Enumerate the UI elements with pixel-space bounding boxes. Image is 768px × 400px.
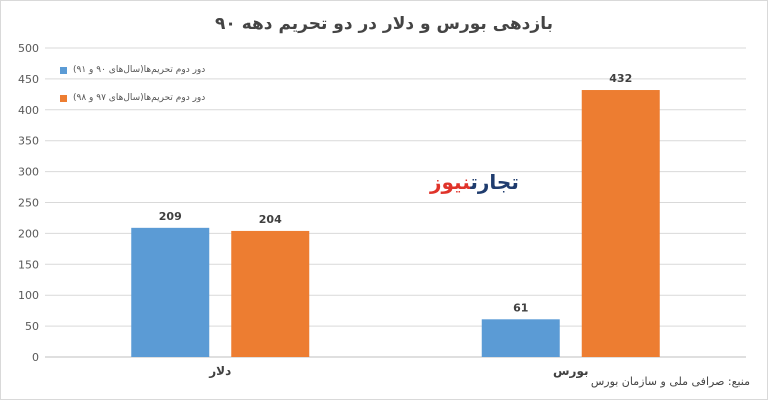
logo-part-2: نیوز [430,170,471,194]
data-label: 61 [513,301,528,314]
data-label: 204 [259,213,282,226]
y-tick-label: 500 [18,42,39,55]
legend-swatch-1 [60,66,67,74]
y-tick-label: 100 [18,289,39,302]
y-tick-label: 300 [18,166,39,179]
bar-0-0 [131,227,210,357]
data-label: 432 [609,72,632,85]
y-tick-label: 200 [18,227,39,240]
x-category-label: دلار [208,364,231,378]
y-tick-label: 400 [18,104,39,117]
source-note: منبع: صرافی ملی و سازمان بورس [590,375,750,388]
legend: دور دوم تحریم‌ها(سال‌های ۹۰ و ۹۱) دور دو… [60,56,240,112]
y-tick-label: 50 [25,320,39,333]
bar-0-1 [231,230,310,357]
chart-title: بازدهی بورس و دلار در دو تحریم دهه ۹۰ [215,14,553,34]
legend-swatch-2 [60,94,67,102]
logo-part-1: تجارت [470,170,519,194]
y-tick-label: 0 [32,351,39,364]
y-tick-label: 150 [18,258,39,271]
data-label: 209 [159,210,182,223]
y-tick-label: 350 [18,135,39,148]
bar-1-0 [481,319,560,357]
y-tick-label: 450 [18,73,39,86]
x-category-label: بورس [553,364,589,379]
legend-item-1: دور دوم تحریم‌ها(سال‌های ۹۰ و ۹۱) [60,56,240,84]
legend-item-2: دور دوم تحریم‌ها(سال‌های ۹۷ و ۹۸) [60,84,240,112]
legend-label-1: دور دوم تحریم‌ها(سال‌های ۹۰ و ۹۱) [73,65,206,75]
logo-watermark: تجارتنیوز [430,170,519,194]
legend-label-2: دور دوم تحریم‌ها(سال‌های ۹۷ و ۹۸) [73,93,206,103]
y-tick-label: 250 [18,197,39,210]
bar-1-1 [581,90,660,358]
